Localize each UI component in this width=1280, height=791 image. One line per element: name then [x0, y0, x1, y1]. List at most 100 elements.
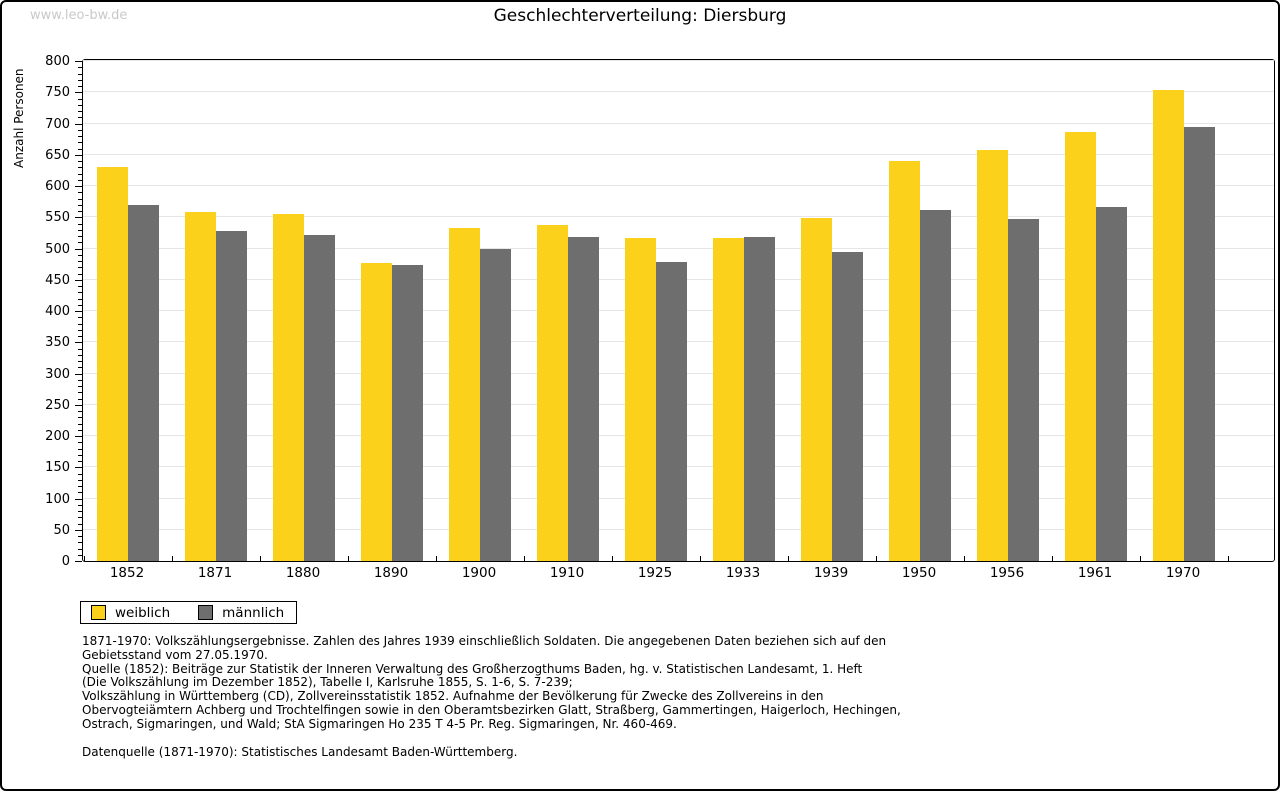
gridline: [83, 185, 1274, 186]
x-tick: [172, 556, 173, 561]
y-tick: [78, 273, 82, 275]
y-tick: [78, 79, 82, 81]
bar-weiblich-1871: [185, 211, 216, 561]
gridline: [83, 247, 1274, 249]
x-tick-label: 1961: [1077, 565, 1113, 581]
y-tick: [78, 423, 82, 425]
y-tick: [75, 311, 82, 312]
y-tick: [78, 411, 82, 412]
y-tick: [78, 504, 82, 506]
bar-männlich-1933: [744, 236, 775, 561]
y-tick: [75, 92, 82, 94]
bar-männlich-1852: [128, 204, 159, 561]
maennlich-swatch: [198, 605, 214, 620]
x-tick-label: 1933: [725, 565, 761, 581]
y-tick: [78, 173, 82, 175]
gridline: [83, 216, 1274, 218]
y-tick: [75, 248, 82, 250]
x-tick: [436, 556, 437, 561]
x-tick-label: 1852: [109, 565, 145, 581]
y-tick: [78, 286, 82, 287]
bar-weiblich-1956: [977, 149, 1008, 561]
gridline: [83, 122, 1274, 124]
y-tick: [78, 211, 82, 212]
y-tick: [78, 98, 82, 100]
y-tick: [78, 361, 82, 362]
bar-weiblich-1925: [625, 237, 656, 561]
bar-männlich-1910: [568, 237, 599, 561]
y-tick: [78, 129, 82, 131]
legend-label-weiblich: weiblich: [115, 604, 171, 621]
bar-männlich-1925: [656, 261, 687, 561]
y-tick: [78, 148, 82, 150]
x-tick-label: 1880: [285, 565, 321, 581]
y-tick: [75, 561, 82, 562]
y-tick-label: 250: [45, 397, 70, 413]
x-tick: [964, 556, 965, 561]
y-tick: [78, 261, 82, 262]
y-tick-label: 350: [45, 335, 70, 351]
x-tick-label: 1900: [461, 565, 497, 581]
y-tick: [78, 348, 82, 350]
y-tick: [78, 461, 82, 462]
y-tick: [78, 192, 82, 194]
y-tick: [78, 354, 82, 356]
y-tick-label: 400: [45, 304, 70, 319]
y-tick-label: 750: [45, 85, 70, 101]
y-tick: [78, 111, 82, 112]
y-tick-label: 100: [45, 491, 70, 507]
y-axis: 0 50 100 150 200 250 300 350 400 450 500 550 600 650 7…: [2, 54, 82, 569]
y-tick: [78, 554, 82, 556]
y-tick: [78, 398, 82, 400]
y-tick: [78, 523, 82, 525]
bar-weiblich-1939: [801, 217, 832, 561]
watermark: www.leo-bw.de: [30, 8, 128, 23]
bar-weiblich-1950: [889, 161, 920, 561]
x-tick: [1140, 556, 1141, 561]
gridline: [83, 153, 1274, 155]
bar-weiblich-1880: [273, 213, 304, 561]
x-tick: [524, 556, 525, 561]
gridline: [83, 60, 1274, 61]
y-tick: [78, 336, 82, 337]
y-tick: [75, 404, 82, 406]
y-tick-label: 500: [45, 241, 70, 257]
x-tick-label: 1939: [813, 565, 849, 581]
bar-weiblich-1910: [537, 224, 568, 561]
y-tick: [78, 492, 82, 494]
y-tick: [78, 198, 82, 200]
bar-männlich-1950: [920, 210, 951, 561]
y-tick: [75, 217, 82, 219]
y-tick-label: 150: [45, 460, 70, 476]
y-tick-label: 550: [45, 210, 70, 226]
y-tick: [78, 429, 82, 431]
x-tick: [260, 556, 261, 561]
y-tick: [78, 317, 82, 319]
legend: weiblich männlich: [80, 601, 298, 624]
y-tick: [78, 329, 82, 331]
y-tick: [78, 298, 82, 300]
x-tick: [348, 556, 349, 561]
y-tick-label: 200: [45, 429, 70, 444]
y-tick: [78, 486, 82, 487]
gridline: [83, 91, 1274, 93]
x-tick-label: 1925: [637, 565, 673, 581]
legend-item-weiblich: weiblich: [91, 605, 170, 621]
bar-männlich-1890: [392, 264, 423, 561]
x-tick: [84, 556, 85, 561]
y-tick: [78, 67, 82, 69]
y-tick: [78, 292, 82, 294]
x-axis-labels: 1852 1871 1880 1890 1900 1910 1925 1933 1939 1950…: [82, 565, 1275, 585]
y-tick: [78, 117, 82, 119]
y-tick-label: 450: [45, 272, 70, 288]
y-tick: [78, 304, 82, 306]
y-tick: [78, 242, 82, 244]
bar-männlich-1871: [216, 231, 247, 561]
bar-männlich-1880: [304, 235, 335, 561]
y-tick: [78, 167, 82, 169]
y-tick: [78, 379, 82, 381]
y-tick: [78, 136, 82, 137]
footnote-text: 1871-1970: Volkszählungsergebnisse. Zahl…: [82, 634, 901, 731]
y-tick: [78, 104, 82, 106]
x-tick-label: 1890: [373, 565, 409, 581]
